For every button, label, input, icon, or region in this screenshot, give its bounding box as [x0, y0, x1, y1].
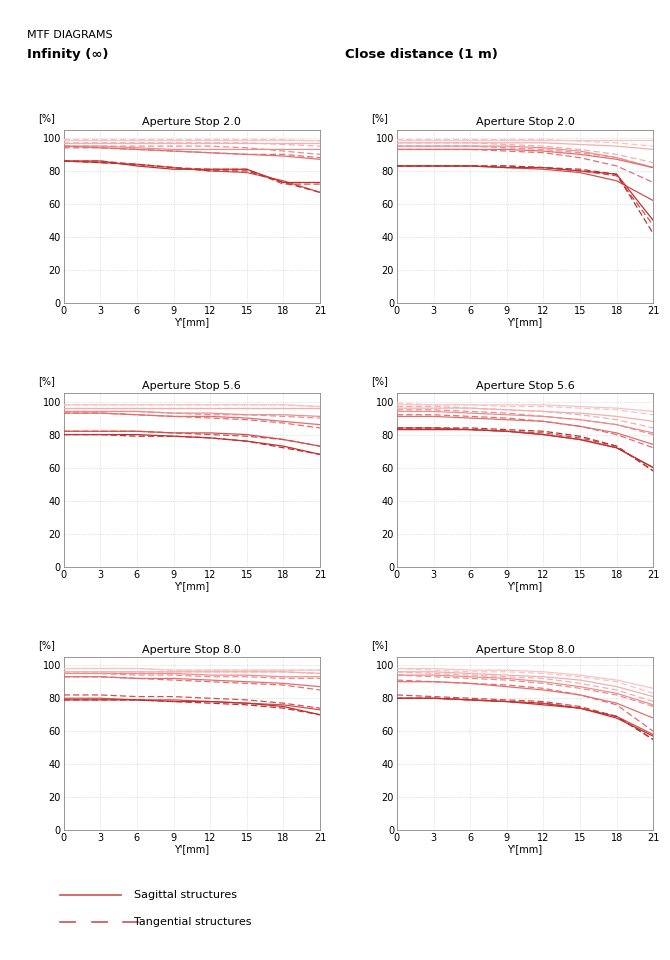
X-axis label: Y'[mm]: Y'[mm] — [507, 581, 543, 591]
Text: [%]: [%] — [371, 640, 388, 650]
Title: Aperture Stop 5.6: Aperture Stop 5.6 — [476, 381, 574, 391]
X-axis label: Y'[mm]: Y'[mm] — [507, 845, 543, 854]
Text: Infinity (∞): Infinity (∞) — [27, 48, 109, 60]
Text: [%]: [%] — [371, 376, 388, 386]
Text: Sagittal structures: Sagittal structures — [134, 890, 237, 900]
Text: [%]: [%] — [38, 376, 55, 386]
X-axis label: Y'[mm]: Y'[mm] — [507, 317, 543, 327]
Title: Aperture Stop 8.0: Aperture Stop 8.0 — [143, 645, 241, 655]
X-axis label: Y'[mm]: Y'[mm] — [174, 317, 210, 327]
X-axis label: Y'[mm]: Y'[mm] — [174, 845, 210, 854]
Text: Close distance (1 m): Close distance (1 m) — [345, 48, 498, 60]
Text: [%]: [%] — [371, 112, 388, 123]
X-axis label: Y'[mm]: Y'[mm] — [174, 581, 210, 591]
Text: [%]: [%] — [38, 112, 55, 123]
Title: Aperture Stop 2.0: Aperture Stop 2.0 — [476, 117, 574, 128]
Text: MTF DIAGRAMS: MTF DIAGRAMS — [27, 31, 113, 40]
Title: Aperture Stop 2.0: Aperture Stop 2.0 — [143, 117, 241, 128]
Text: [%]: [%] — [38, 640, 55, 650]
Title: Aperture Stop 5.6: Aperture Stop 5.6 — [143, 381, 241, 391]
Title: Aperture Stop 8.0: Aperture Stop 8.0 — [476, 645, 574, 655]
Text: Tangential structures: Tangential structures — [134, 917, 251, 926]
